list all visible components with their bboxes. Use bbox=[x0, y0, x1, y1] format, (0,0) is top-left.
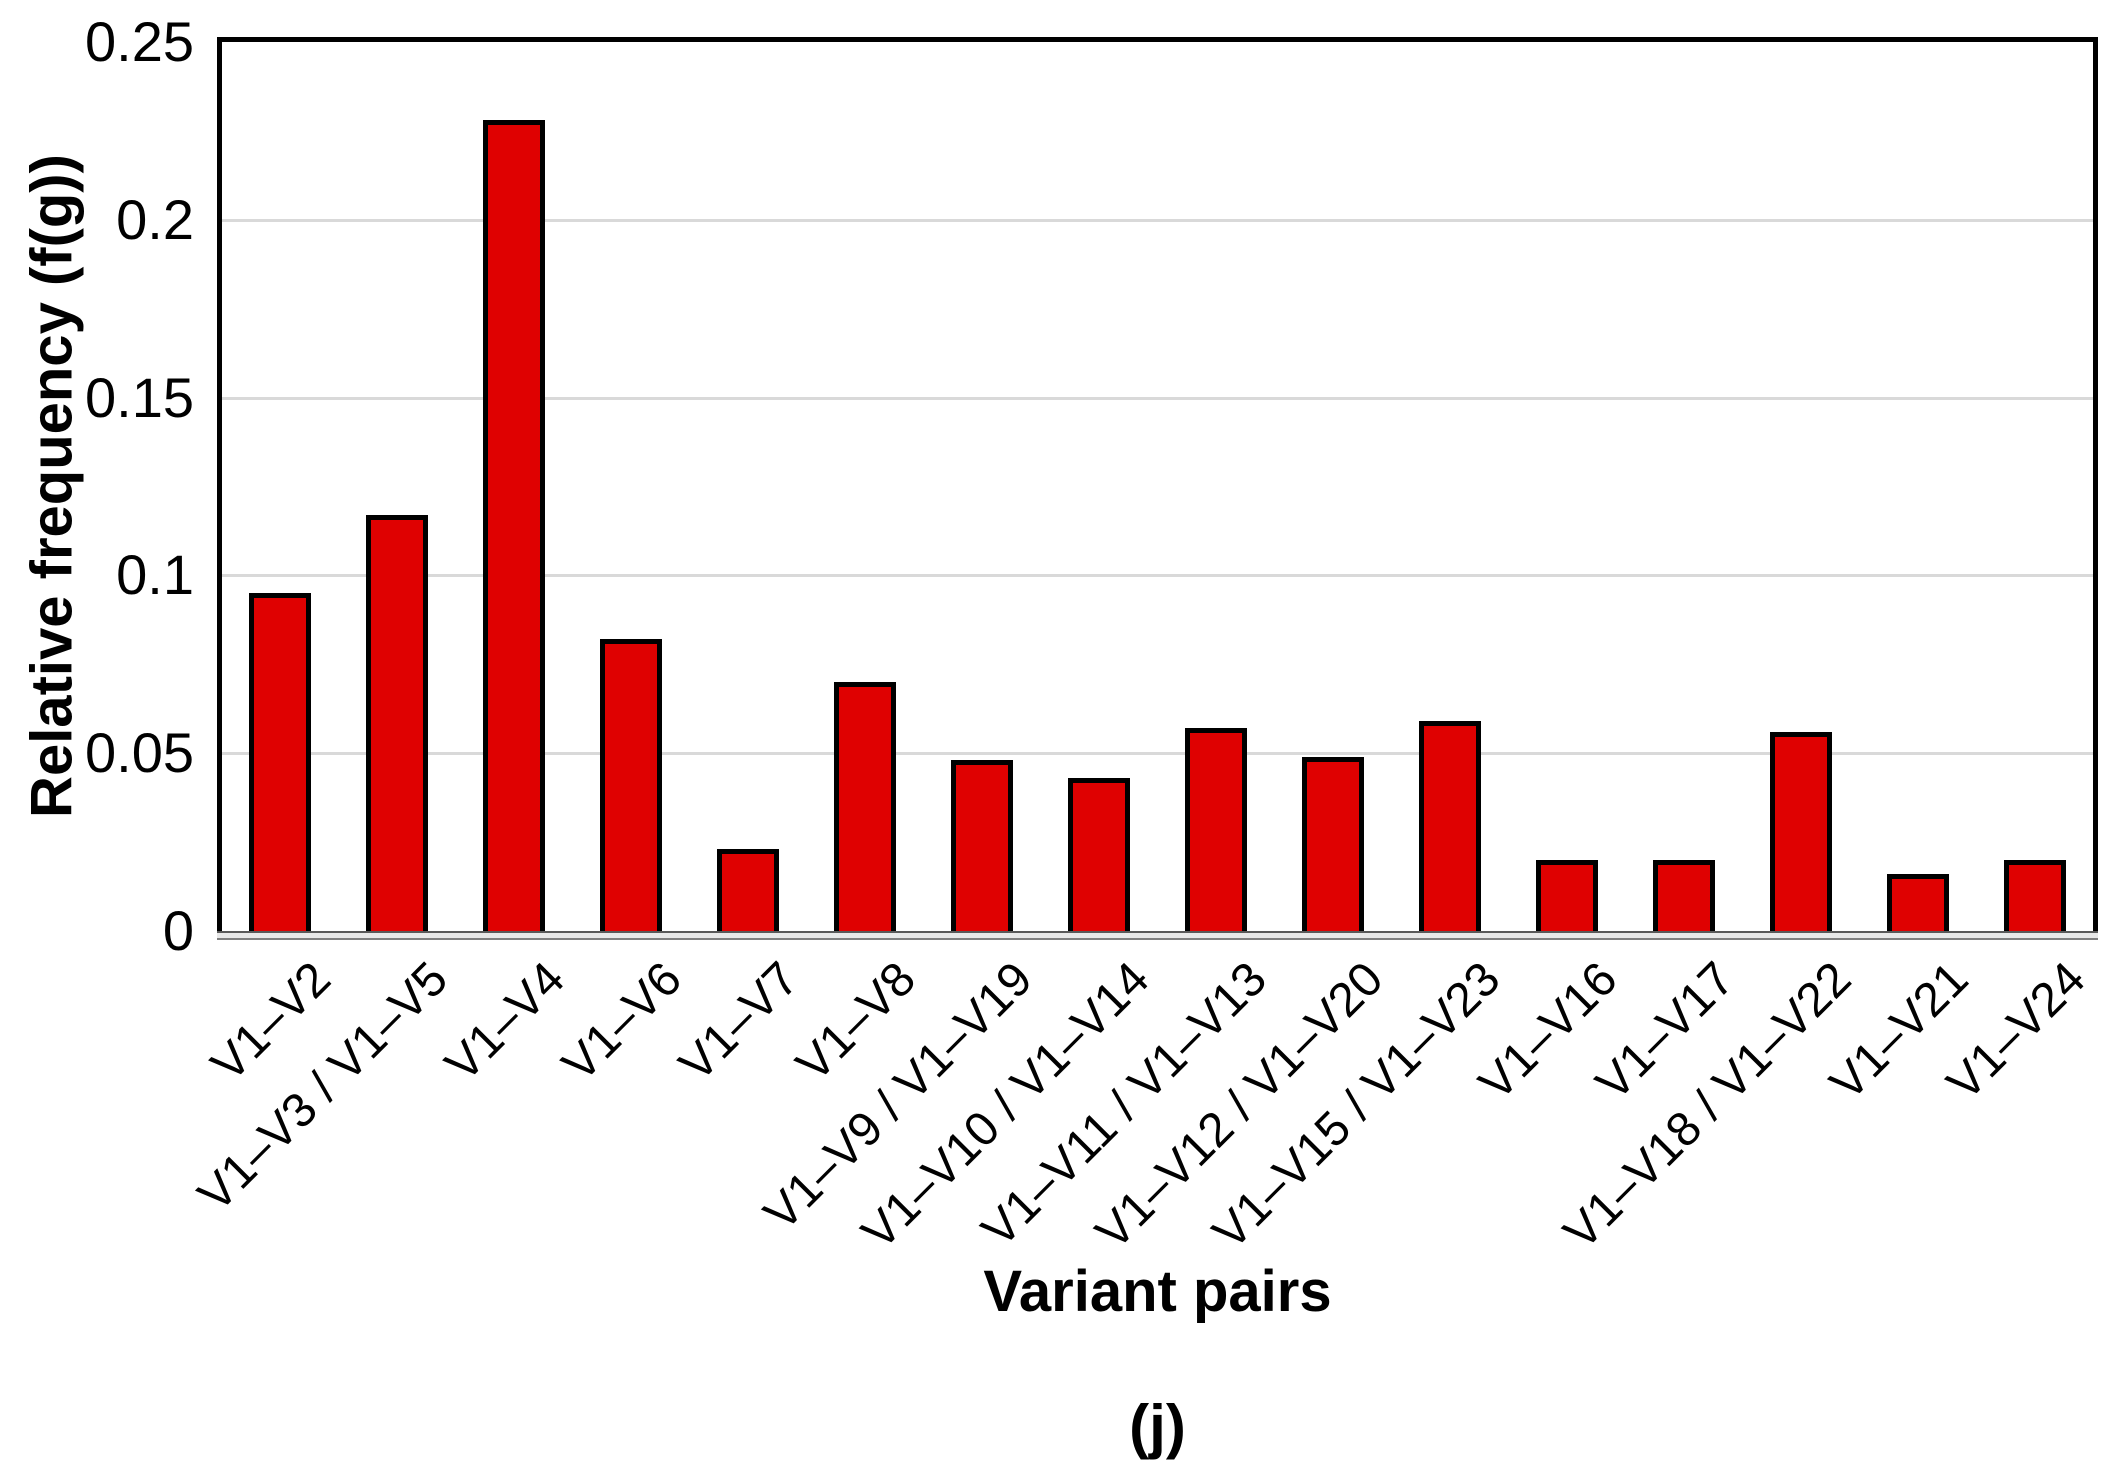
y-tick-label: 0.2 bbox=[116, 188, 194, 251]
gridline bbox=[222, 574, 2093, 577]
x-tick-label: V1–V7 bbox=[669, 952, 809, 1092]
y-tick-label: 0.1 bbox=[116, 543, 194, 606]
y-tick-label: 0.15 bbox=[85, 366, 194, 429]
bar-V1–V24 bbox=[2004, 860, 2066, 931]
y-axis-title: Relative frequency (f(g)) bbox=[19, 154, 85, 818]
bar-V1–V8 bbox=[834, 682, 896, 931]
bar-V1–V18 / V1–V22 bbox=[1770, 732, 1832, 931]
bar-V1–V21 bbox=[1887, 874, 1949, 931]
bar-V1–V6 bbox=[600, 639, 662, 931]
plot-area bbox=[217, 37, 2098, 940]
y-tick-label: 0.25 bbox=[85, 10, 194, 73]
bar-V1–V11 / V1–V13 bbox=[1185, 728, 1247, 931]
bar-V1–V10 / V1–V14 bbox=[1068, 778, 1130, 931]
x-axis-title: Variant pairs bbox=[983, 1259, 1332, 1324]
bar-V1–V4 bbox=[483, 120, 545, 931]
x-axis-line bbox=[217, 931, 2098, 940]
y-tick-label: 0.05 bbox=[85, 721, 194, 784]
bar-V1–V15 / V1–V23 bbox=[1419, 721, 1481, 931]
bar-V1–V9 / V1–V19 bbox=[951, 760, 1013, 931]
gridline bbox=[222, 752, 2093, 755]
bar-V1–V17 bbox=[1653, 860, 1715, 931]
x-tick-label: V1–V4 bbox=[435, 952, 575, 1092]
bar-V1–V2 bbox=[249, 593, 311, 931]
bar-V1–V16 bbox=[1536, 860, 1598, 931]
gridline bbox=[222, 219, 2093, 222]
bar-V1–V3 / V1–V5 bbox=[366, 515, 428, 931]
figure-caption: (j) bbox=[1129, 1393, 1186, 1460]
bar-V1–V12 / V1–V20 bbox=[1302, 757, 1364, 931]
bar-V1–V7 bbox=[717, 849, 779, 931]
x-tick-label: V1–V6 bbox=[552, 952, 692, 1092]
gridline bbox=[222, 397, 2093, 400]
y-tick-label: 0 bbox=[162, 899, 194, 962]
